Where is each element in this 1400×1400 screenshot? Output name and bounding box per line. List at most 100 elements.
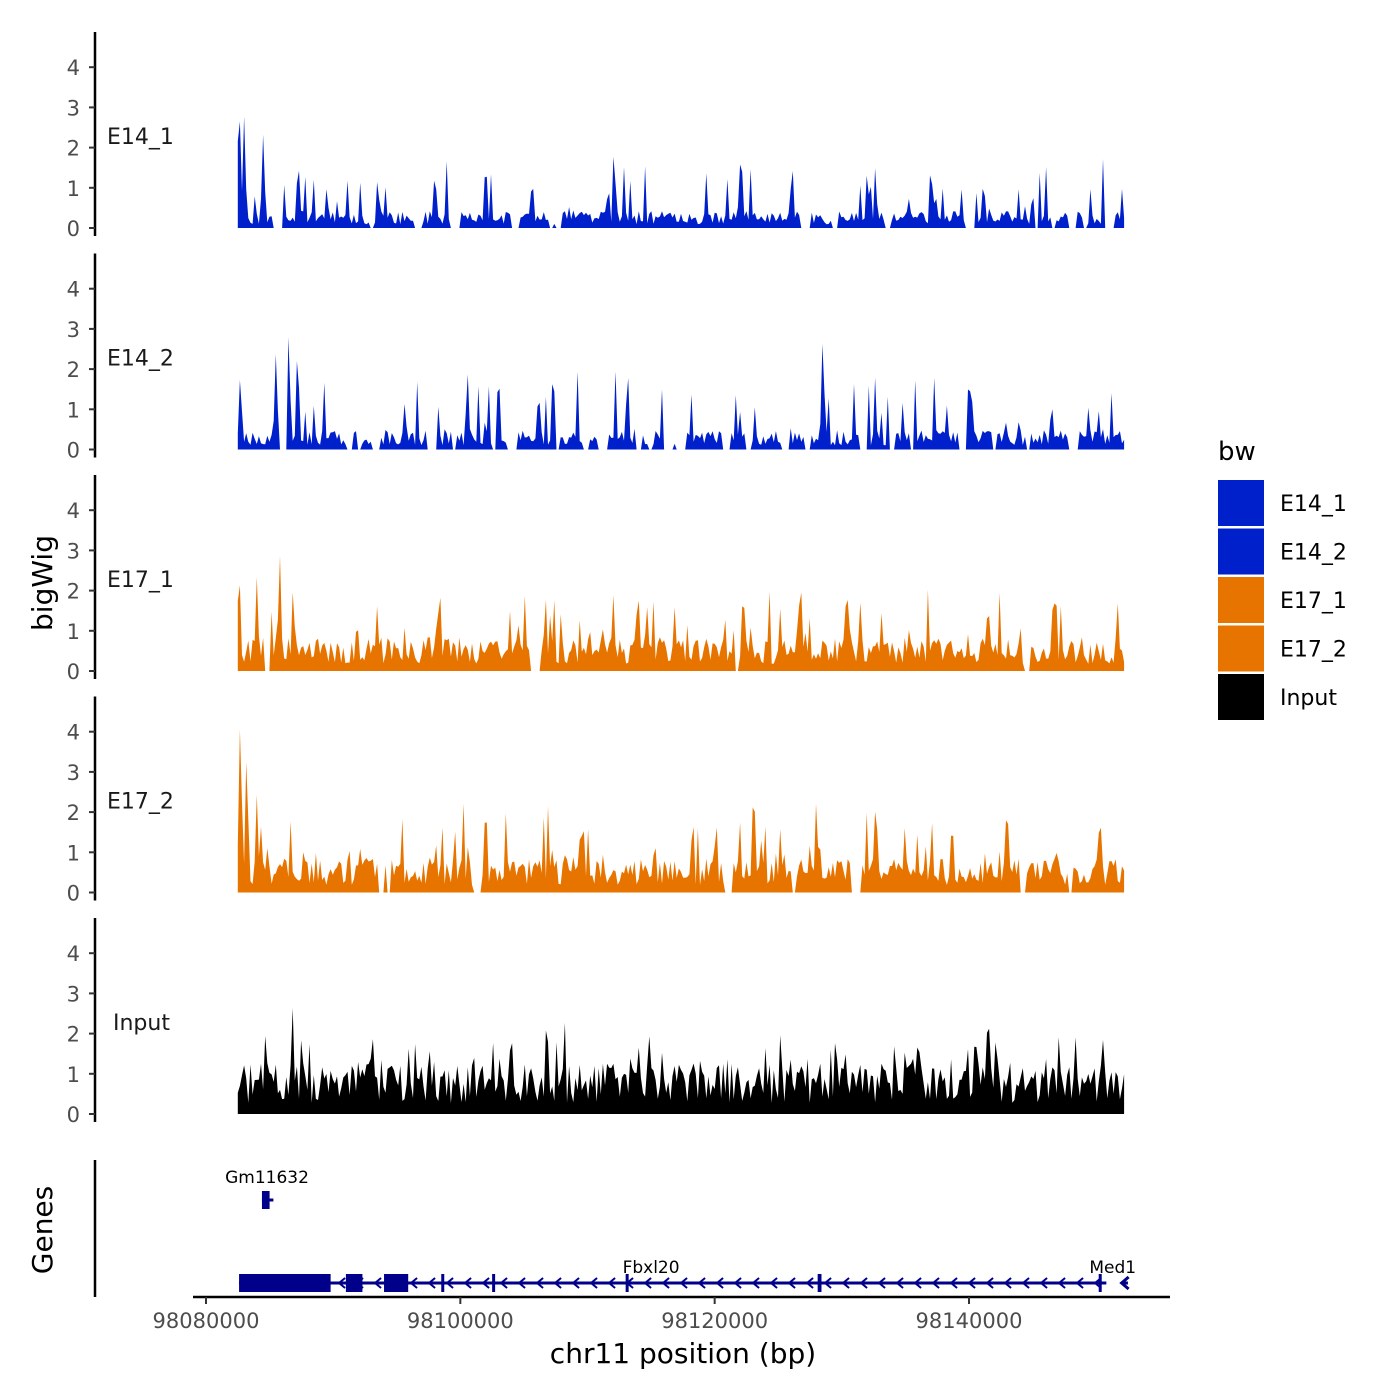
strand-arrow xyxy=(715,1277,724,1289)
gene-Med1: Med1 xyxy=(1089,1258,1136,1291)
y-tick-label: 3 xyxy=(67,96,80,120)
track-label-E14_2: E14_2 xyxy=(107,347,174,372)
strand-arrow xyxy=(517,1277,526,1289)
strand-arrow xyxy=(751,1277,760,1289)
strand-arrow xyxy=(769,1277,778,1289)
y-tick-label: 0 xyxy=(67,439,80,463)
strand-arrow xyxy=(967,1277,976,1289)
genes-panel: Gm11632 Fbxl20 Med1 xyxy=(93,1160,1136,1297)
y-axis-title: bigWig xyxy=(26,535,59,631)
y-tick-label: 2 xyxy=(67,1023,80,1047)
strand-arrow xyxy=(733,1277,742,1289)
legend-swatch xyxy=(1218,577,1264,623)
y-tick-label: 3 xyxy=(67,761,80,785)
y-tick-label: 2 xyxy=(67,580,80,604)
y-tick-label: 3 xyxy=(67,982,80,1006)
legend-swatch xyxy=(1218,528,1264,575)
track-label-E17_2: E17_2 xyxy=(107,790,174,815)
y-tick-label: 2 xyxy=(67,358,80,382)
gene-label-Fbxl20: Fbxl20 xyxy=(623,1258,680,1278)
legend-label: Input xyxy=(1280,686,1337,711)
strand-arrow xyxy=(1075,1277,1084,1289)
y-tick-label: 4 xyxy=(67,942,80,966)
strand-arrow xyxy=(661,1277,670,1289)
x-axis-title: chr11 position (bp) xyxy=(550,1337,816,1370)
gene-exon xyxy=(239,1274,331,1292)
strand-arrow xyxy=(1057,1277,1066,1289)
strand-arrow xyxy=(823,1277,832,1289)
track-panel-E17_2: 0 1 2 3 4 E17_2 xyxy=(67,696,1125,906)
y-tick-label: 4 xyxy=(67,721,80,745)
legend-label: E17_1 xyxy=(1280,589,1347,614)
strand-arrow xyxy=(1039,1277,1048,1289)
y-tick-label: 2 xyxy=(67,137,80,161)
strand-arrow xyxy=(337,1277,346,1289)
gene-exon xyxy=(345,1274,363,1292)
legend-item-Input: Input xyxy=(1218,674,1337,720)
strand-arrow xyxy=(985,1277,994,1289)
y-tick-label: 0 xyxy=(67,882,80,906)
y-tick-label: 3 xyxy=(67,539,80,563)
gene-label-Med1: Med1 xyxy=(1089,1258,1136,1278)
strand-arrow xyxy=(535,1277,544,1289)
y-tick-label: 4 xyxy=(67,278,80,302)
strand-arrow xyxy=(841,1277,850,1289)
legend-item-E17_2: E17_2 xyxy=(1218,625,1347,672)
strand-arrow xyxy=(1119,1275,1130,1291)
y-tick-label: 1 xyxy=(67,841,80,865)
track-panel-E17_1: 0 1 2 3 4 E17_1 xyxy=(67,475,1125,684)
strand-arrow xyxy=(427,1277,436,1289)
gene-exon xyxy=(384,1274,409,1292)
y-tick-label: 3 xyxy=(67,318,80,342)
bigwig-panels: 0 1 2 3 4 E14_1 0 1 2 3 4 E14_2 0 1 2 3 4 E17_1 0 1 2 3 4 E17_2… xyxy=(67,32,1125,1127)
strand-arrow xyxy=(895,1277,904,1289)
y-tick-label: 1 xyxy=(67,620,80,644)
gene-exon xyxy=(492,1274,496,1292)
strand-arrow xyxy=(481,1277,490,1289)
strand-arrow xyxy=(571,1277,580,1289)
track-panel-E14_1: 0 1 2 3 4 E14_1 xyxy=(67,32,1125,241)
gene-Fbxl20: Fbxl20 xyxy=(239,1258,1107,1292)
track-panel-E14_2: 0 1 2 3 4 E14_2 xyxy=(67,253,1125,463)
legend-item-E14_2: E14_2 xyxy=(1218,528,1347,575)
strand-arrow xyxy=(607,1277,616,1289)
x-tick-label: 98080000 xyxy=(153,1309,260,1333)
strand-arrow xyxy=(859,1277,868,1289)
strand-arrow xyxy=(949,1277,958,1289)
x-tick-label: 98140000 xyxy=(916,1309,1023,1333)
gene-label-Gm11632: Gm11632 xyxy=(225,1168,309,1188)
track-label-E14_1: E14_1 xyxy=(107,125,174,150)
signal-area-Input xyxy=(237,1008,1125,1114)
y-tick-label: 1 xyxy=(67,398,80,422)
strand-arrow xyxy=(805,1277,814,1289)
legend-item-E14_1: E14_1 xyxy=(1218,480,1347,526)
legend-title: bw xyxy=(1218,437,1256,467)
strand-arrow xyxy=(697,1277,706,1289)
legend: bw E14_1 E14_2 E17_1 E17_2 Input xyxy=(1218,437,1347,720)
track-panel-Input: 0 1 2 3 4 Input xyxy=(67,918,1125,1127)
legend-label: E14_2 xyxy=(1280,541,1347,566)
strand-arrow xyxy=(409,1277,418,1289)
track-label-E17_1: E17_1 xyxy=(107,568,174,593)
genes-axis-title: Genes xyxy=(26,1186,59,1274)
legend-swatch xyxy=(1218,674,1264,720)
legend-label: E14_1 xyxy=(1280,492,1347,517)
strand-arrow xyxy=(913,1277,922,1289)
y-tick-label: 0 xyxy=(67,217,80,241)
strand-arrow xyxy=(589,1277,598,1289)
legend-swatch xyxy=(1218,625,1264,672)
legend-swatch xyxy=(1218,480,1264,526)
x-axis: 98080000 98100000 98120000 98140000 xyxy=(153,1295,1170,1333)
track-label-Input: Input xyxy=(113,1011,170,1036)
gene-Gm11632: Gm11632 xyxy=(225,1168,309,1209)
gene-exon xyxy=(625,1274,629,1292)
y-tick-label: 2 xyxy=(67,801,80,825)
strand-arrow xyxy=(679,1277,688,1289)
gene-exon xyxy=(261,1191,270,1209)
y-tick-label: 1 xyxy=(67,177,80,201)
signal-area-E14_1 xyxy=(237,116,1125,228)
x-tick-label: 98120000 xyxy=(661,1309,768,1333)
strand-arrow xyxy=(445,1277,454,1289)
gene-exon xyxy=(817,1274,822,1292)
